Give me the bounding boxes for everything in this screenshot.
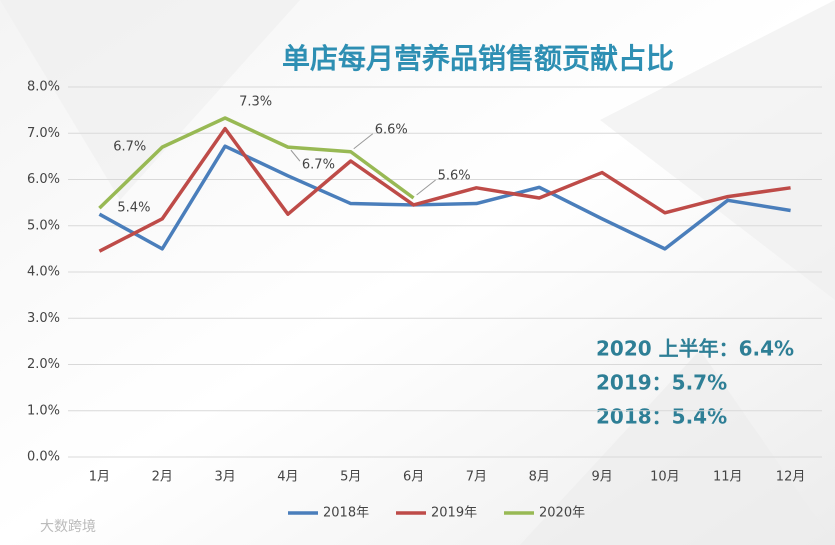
x-tick-label: 2月 (152, 470, 173, 485)
x-tick-label: 9月 (591, 470, 612, 485)
y-tick-label: 4.0% (27, 265, 60, 280)
data-label: 7.3% (239, 94, 272, 109)
bg-shape (600, 0, 835, 300)
leader-line (290, 149, 301, 162)
x-tick-label: 4月 (277, 470, 298, 485)
watermark: 大数跨境 (40, 519, 96, 535)
x-tick-label: 8月 (529, 470, 550, 485)
y-tick-label: 2.0% (27, 357, 60, 372)
y-tick-label: 8.0% (27, 80, 60, 95)
series-line (98, 144, 791, 251)
annotation: 2020 上半年：6.4% (596, 337, 794, 361)
y-tick-label: 6.0% (27, 172, 60, 187)
x-tick-label: 6月 (403, 470, 424, 485)
x-tick-label: 10月 (650, 470, 680, 485)
x-tick-label: 5月 (340, 470, 361, 485)
bg-shape (0, 0, 300, 200)
y-tick-label: 7.0% (27, 126, 60, 141)
x-tick-label: 7月 (466, 470, 487, 485)
annotation: 2019：5.7% (596, 371, 727, 395)
x-tick-label: 11月 (713, 470, 743, 485)
legend-label: 2019年 (431, 506, 477, 521)
legend-label: 2020年 (539, 506, 585, 521)
data-label: 6.6% (375, 122, 408, 137)
data-label: 6.7% (113, 140, 146, 155)
series-line (98, 126, 791, 253)
series-line (98, 116, 415, 210)
data-label: 5.6% (438, 169, 471, 184)
legend-label: 2018年 (323, 506, 369, 521)
x-tick-label: 3月 (214, 470, 235, 485)
chart-title: 单店每月营养品销售额贡献占比 (282, 42, 674, 75)
annotation: 2018：5.4% (596, 405, 727, 429)
y-tick-label: 3.0% (27, 311, 60, 326)
y-tick-label: 5.0% (27, 218, 60, 233)
y-tick-label: 1.0% (27, 403, 60, 418)
x-tick-label: 12月 (776, 470, 806, 485)
bg-shape (520, 350, 835, 545)
x-tick-label: 1月 (89, 470, 110, 485)
data-label: 6.7% (302, 158, 335, 173)
data-label: 5.4% (117, 201, 150, 216)
y-tick-label: 0.0% (27, 450, 60, 465)
leader-line (353, 133, 374, 150)
leader-line (416, 179, 436, 196)
